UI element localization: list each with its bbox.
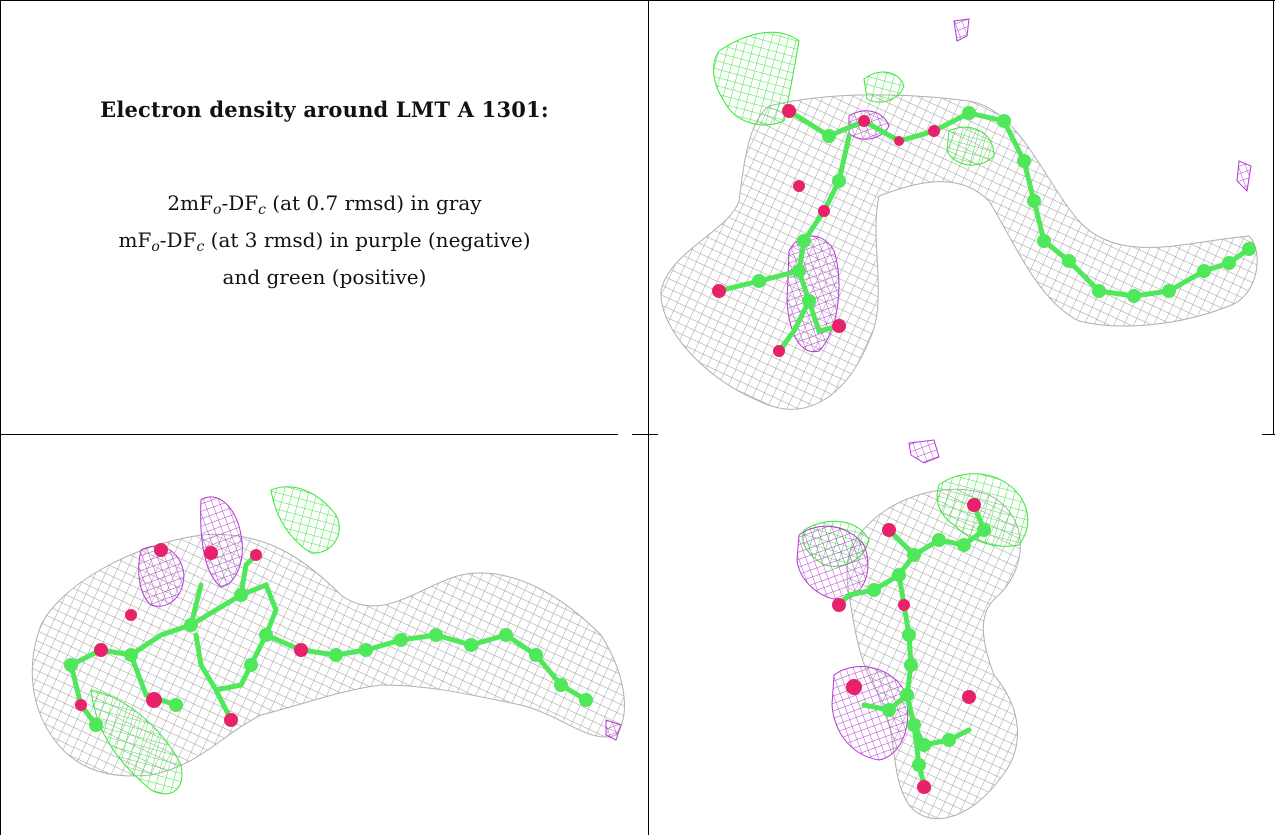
legend-fofc-sub-c: c (196, 239, 205, 255)
table-top-border (0, 0, 1275, 1)
table-center-border (648, 0, 649, 835)
green-mesh-positive (270, 486, 340, 554)
legend-fofc-term-b: -DF (159, 228, 197, 252)
legend-fofc-sub-o: o (151, 239, 160, 255)
density-image-3 (796, 439, 1029, 820)
purple-mesh-negative-3 (953, 18, 970, 42)
caption-title: Electron density around LMT A 1301: (100, 97, 549, 122)
density-view-top-right (649, 1, 1273, 434)
purple-mesh-negative (796, 525, 869, 601)
green-mesh-positive (713, 31, 800, 126)
green-mesh-positive-3 (946, 126, 995, 166)
legend-2fofc-term-a: 2mF (167, 191, 213, 215)
legend-line-fofc: mFo-DFc (at 3 rmsd) in purple (negative) (119, 225, 531, 262)
row-divider-center (632, 434, 658, 435)
density-view-bottom-left (1, 435, 648, 835)
legend-2fofc-sub-o: o (213, 202, 222, 218)
carbon-atoms (64, 588, 593, 732)
purple-mesh-negative-3 (605, 719, 622, 741)
legend-fofc-desc: (at 3 rmsd) in purple (negative) (204, 228, 531, 252)
legend-2fofc-sub-c: c (258, 202, 266, 218)
legend-line-positive: and green (positive) (222, 265, 427, 289)
row-divider-left (0, 434, 618, 435)
carbon-atoms (867, 523, 991, 772)
green-mesh-positive (936, 473, 1029, 547)
oxygen-atoms (75, 543, 308, 727)
legend-fofc-term-a: mF (118, 228, 152, 252)
table-right-border (1273, 0, 1274, 434)
legend-2fofc-term-b: -DF (221, 191, 259, 215)
purple-mesh-negative-3 (908, 439, 940, 464)
row-divider-right (1262, 434, 1275, 435)
green-mesh-positive-2 (90, 689, 183, 795)
legend-2fofc-desc: (at 0.7 rmsd) in gray (265, 191, 482, 215)
caption-legend: 2mFo-DFc (at 0.7 rmsd) in gray mFo-DFc (… (119, 188, 531, 292)
table-left-border (0, 0, 1, 835)
density-image-2 (31, 486, 625, 795)
green-mesh-positive-2 (863, 71, 905, 103)
oxygen-atoms (832, 498, 981, 794)
legend-line-2fofc: 2mFo-DFc (at 0.7 rmsd) in gray (119, 188, 531, 225)
caption-cell: Electron density around LMT A 1301: 2mFo… (1, 1, 648, 434)
carbon-atoms (752, 106, 1256, 308)
density-image-1 (660, 18, 1258, 410)
purple-mesh-negative-2 (831, 666, 909, 761)
oxygen-atoms (712, 104, 940, 357)
purple-mesh-negative-4 (1236, 160, 1252, 193)
density-view-bottom-right (649, 435, 1273, 835)
